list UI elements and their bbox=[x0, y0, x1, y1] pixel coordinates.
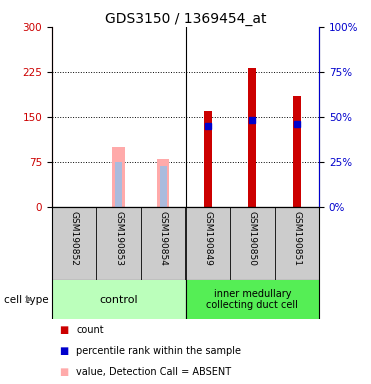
Text: ■: ■ bbox=[59, 325, 69, 335]
Text: GSM190850: GSM190850 bbox=[248, 211, 257, 266]
Text: GSM190853: GSM190853 bbox=[114, 211, 123, 266]
Bar bbox=[115, 162, 122, 207]
Text: percentile rank within the sample: percentile rank within the sample bbox=[76, 346, 241, 356]
Text: GSM190852: GSM190852 bbox=[70, 211, 79, 266]
Bar bbox=[52, 19, 186, 365]
Text: GSM190851: GSM190851 bbox=[292, 211, 301, 266]
Bar bbox=[293, 96, 301, 207]
Bar bbox=[157, 159, 170, 207]
Text: count: count bbox=[76, 325, 104, 335]
Text: ■: ■ bbox=[59, 367, 69, 377]
Text: inner medullary
collecting duct cell: inner medullary collecting duct cell bbox=[206, 289, 298, 310]
Bar bbox=[204, 111, 212, 207]
Title: GDS3150 / 1369454_at: GDS3150 / 1369454_at bbox=[105, 12, 266, 26]
Text: GSM190849: GSM190849 bbox=[203, 211, 212, 266]
Text: value, Detection Call = ABSENT: value, Detection Call = ABSENT bbox=[76, 367, 231, 377]
Text: ■: ■ bbox=[59, 346, 69, 356]
Text: cell type: cell type bbox=[4, 295, 48, 305]
Bar bbox=[112, 147, 125, 207]
Text: control: control bbox=[99, 295, 138, 305]
Bar bbox=[186, 19, 319, 365]
Bar bbox=[160, 166, 167, 207]
Text: GSM190854: GSM190854 bbox=[159, 211, 168, 266]
Bar bbox=[248, 68, 256, 207]
